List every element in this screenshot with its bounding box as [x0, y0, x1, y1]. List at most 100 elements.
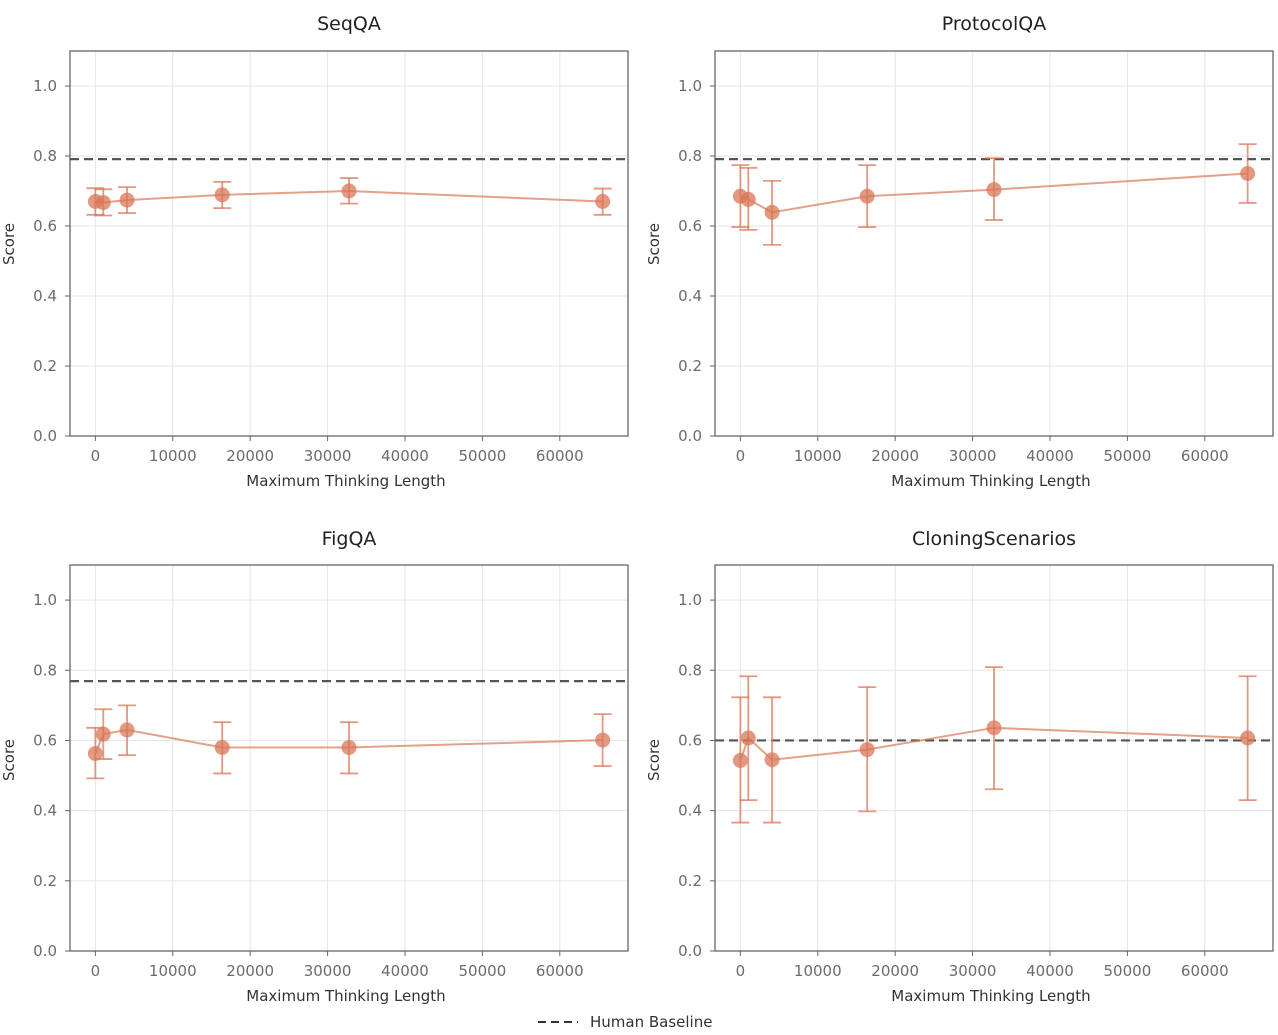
y-axis-label: Score: [645, 223, 663, 265]
x-tick-label: 10000: [794, 962, 842, 980]
y-tick-label: 0.2: [678, 357, 702, 375]
plot-area: 0 10000 20000 30000 40000 50000 60000 0.0 0.2 0.4…: [678, 50, 1274, 465]
data-point: [87, 745, 103, 761]
y-tick-label: 1.0: [678, 591, 702, 609]
plot-area: 0 10000 20000 30000 40000 50000 60000 0.0 0.2 0.4…: [678, 564, 1274, 980]
x-axis-label: Maximum Thinking Length: [246, 987, 445, 1005]
y-tick-label: 0.0: [33, 427, 57, 445]
data-point: [341, 183, 357, 199]
y-axis-label: Score: [0, 739, 18, 781]
x-tick-label: 20000: [226, 447, 274, 465]
x-tick-label: 10000: [149, 447, 197, 465]
y-tick-label: 0.6: [33, 731, 57, 749]
x-tick-label: 20000: [871, 447, 919, 465]
y-tick-label: 0.0: [678, 942, 702, 960]
axes-frame: [69, 50, 629, 437]
x-tick-label: 40000: [381, 447, 429, 465]
y-tick-label: 0.8: [33, 661, 57, 679]
data-point: [859, 742, 875, 758]
x-tick-label: 40000: [381, 962, 429, 980]
x-axis-label: Maximum Thinking Length: [246, 472, 445, 490]
y-tick-label: 0.4: [678, 287, 702, 305]
x-tick-label: 0: [736, 447, 746, 465]
y-tick-label: 0.4: [33, 802, 57, 820]
x-tick-label: 10000: [794, 447, 842, 465]
axes-frame: [69, 564, 629, 952]
data-point: [214, 739, 230, 755]
x-tick-label: 20000: [226, 962, 274, 980]
subplot-title: CloningScenarios: [912, 528, 1076, 550]
data-point: [119, 192, 135, 208]
y-tick-label: 0.0: [33, 942, 57, 960]
subplot-title: ProtocolQA: [942, 13, 1047, 35]
plot-area: 0 10000 20000 30000 40000 50000 60000 0.0 0.2 0.4…: [33, 50, 629, 465]
y-tick-label: 0.6: [678, 731, 702, 749]
x-tick-label: 50000: [1104, 447, 1152, 465]
x-tick-label: 0: [91, 447, 101, 465]
axes-frame: [714, 564, 1274, 952]
y-tick-label: 0.2: [678, 872, 702, 890]
subplot-title: SeqQA: [317, 13, 381, 35]
y-tick-label: 0.2: [33, 872, 57, 890]
x-tick-label: 60000: [536, 962, 584, 980]
data-point: [986, 720, 1002, 736]
axes-frame: [714, 50, 1274, 437]
x-axis-label: Maximum Thinking Length: [891, 987, 1090, 1005]
x-tick-label: 30000: [949, 447, 997, 465]
subplot-seqqa: 0 10000 20000 30000 40000 50000 60000 0.0 0.2 0.4…: [0, 13, 629, 490]
data-point: [859, 188, 875, 204]
x-tick-label: 50000: [459, 447, 507, 465]
data-point: [764, 204, 780, 220]
data-point: [732, 752, 748, 768]
y-tick-label: 1.0: [33, 77, 57, 95]
subplot-cloningscenarios: 0 10000 20000 30000 40000 50000 60000 0.0 0.2 0.4…: [645, 528, 1274, 1005]
data-point: [341, 739, 357, 755]
x-tick-label: 30000: [949, 962, 997, 980]
x-tick-label: 50000: [1104, 962, 1152, 980]
y-tick-label: 0.8: [33, 147, 57, 165]
x-tick-label: 50000: [459, 962, 507, 980]
data-point: [595, 732, 611, 748]
data-point: [595, 194, 611, 209]
x-tick-label: 30000: [304, 962, 352, 980]
data-point: [1240, 730, 1256, 746]
y-axis-label: Score: [645, 739, 663, 781]
plot-area: 0 10000 20000 30000 40000 50000 60000 0.0 0.2 0.4…: [33, 564, 629, 980]
x-tick-label: 60000: [1181, 447, 1229, 465]
x-axis-label: Maximum Thinking Length: [891, 472, 1090, 490]
y-tick-label: 0.4: [678, 802, 702, 820]
legend-label: Human Baseline: [590, 1013, 712, 1031]
y-tick-label: 1.0: [33, 591, 57, 609]
data-point: [740, 730, 756, 746]
y-tick-label: 0.8: [678, 147, 702, 165]
data-point: [986, 182, 1002, 198]
y-tick-label: 0.6: [33, 217, 57, 235]
data-point: [95, 195, 111, 211]
subplot-title: FigQA: [322, 528, 377, 550]
y-tick-label: 0.6: [678, 217, 702, 235]
data-point: [740, 191, 756, 207]
y-axis-label: Score: [0, 223, 18, 265]
data-point: [1240, 166, 1256, 181]
data-point: [95, 726, 111, 742]
data-point: [764, 752, 780, 768]
y-tick-label: 0.4: [33, 287, 57, 305]
x-tick-label: 0: [736, 962, 746, 980]
x-tick-label: 60000: [1181, 962, 1229, 980]
subplot-figqa: 0 10000 20000 30000 40000 50000 60000 0.0 0.2 0.4…: [0, 528, 629, 1005]
x-tick-label: 0: [91, 962, 101, 980]
x-tick-label: 60000: [536, 447, 584, 465]
x-tick-label: 10000: [149, 962, 197, 980]
x-tick-label: 40000: [1026, 962, 1074, 980]
y-tick-label: 0.2: [33, 357, 57, 375]
y-tick-label: 1.0: [678, 77, 702, 95]
legend: Human Baseline: [538, 1013, 712, 1031]
data-point: [119, 722, 135, 738]
data-point: [214, 187, 230, 203]
subplot-protocolqa: 0 10000 20000 30000 40000 50000 60000 0.0 0.2 0.4…: [645, 13, 1274, 490]
x-tick-label: 30000: [304, 447, 352, 465]
y-tick-label: 0.8: [678, 661, 702, 679]
x-tick-label: 20000: [871, 962, 919, 980]
x-tick-label: 40000: [1026, 447, 1074, 465]
